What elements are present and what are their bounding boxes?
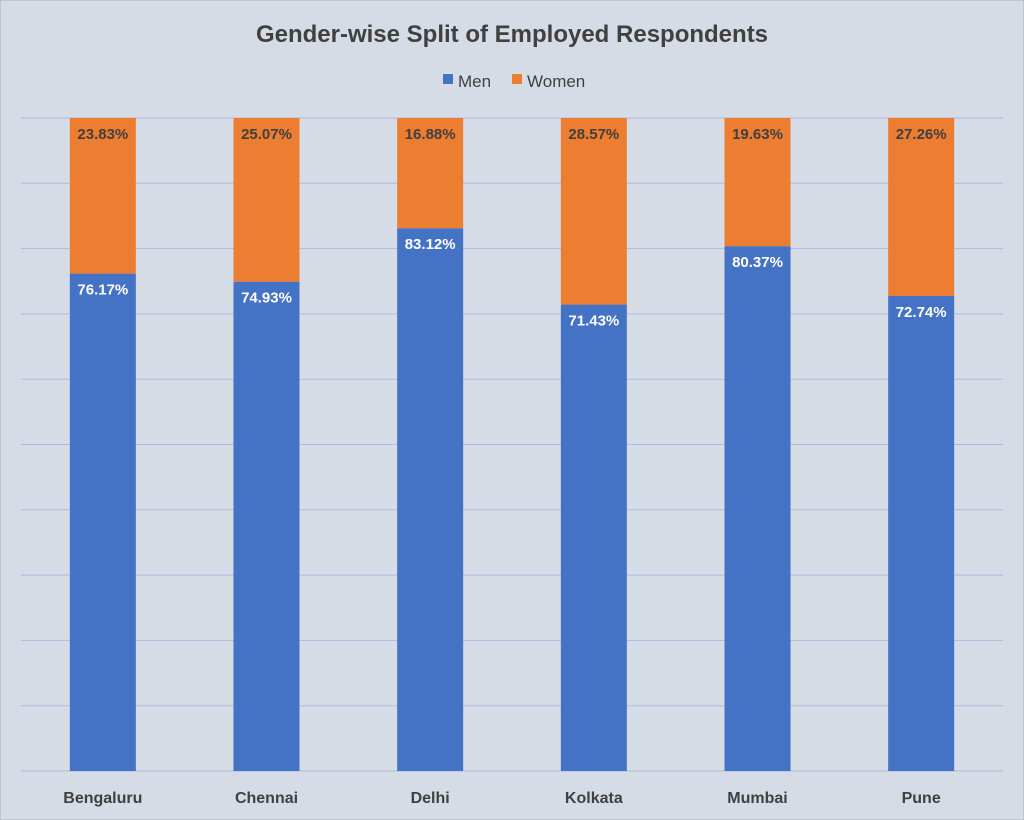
bar-men-mumbai	[724, 246, 791, 771]
x-axis: Bengaluru Chennai Delhi Kolkata Mumbai Pune	[63, 790, 941, 807]
bar-men-delhi	[397, 228, 464, 772]
legend-swatch-women	[512, 74, 522, 84]
x-tick-label-kolkata: Kolkata	[565, 790, 623, 807]
data-label-men-mumbai: 80.37%	[732, 254, 783, 271]
bar-women-pune	[888, 118, 955, 297]
data-label-men-bengaluru: 76.17%	[77, 282, 128, 299]
x-tick-label-mumbai: Mumbai	[727, 790, 787, 807]
data-label-women-chennai: 25.07%	[241, 126, 292, 143]
legend-swatch-men	[443, 74, 453, 84]
legend-label-women: Women	[527, 72, 585, 91]
data-label-women-bengaluru: 23.83%	[77, 126, 128, 143]
legend: Men Women	[443, 72, 585, 91]
legend-label-men: Men	[458, 72, 491, 91]
bar-men-chennai	[233, 281, 300, 771]
x-tick-label-delhi: Delhi	[411, 790, 450, 807]
data-label-women-kolkata: 28.57%	[568, 126, 619, 143]
gridlines	[21, 117, 1003, 772]
data-label-men-kolkata: 71.43%	[568, 313, 619, 330]
data-label-women-pune: 27.26%	[896, 126, 947, 143]
data-label-men-chennai: 74.93%	[241, 290, 292, 307]
x-tick-label-pune: Pune	[902, 790, 941, 807]
bar-women-mumbai	[724, 118, 791, 247]
data-label-women-delhi: 16.88%	[405, 126, 456, 143]
bar-women-bengaluru	[69, 118, 136, 274]
x-tick-label-chennai: Chennai	[235, 790, 298, 807]
bars	[69, 118, 955, 772]
bar-women-kolkata	[560, 118, 627, 305]
data-labels: 76.17% 23.83% 74.93% 25.07% 83.12% 16.88% 71.4…	[77, 126, 946, 330]
chart-title: Gender-wise Split of Employed Respondent…	[256, 21, 768, 48]
data-label-women-mumbai: 19.63%	[732, 126, 783, 143]
bar-men-bengaluru	[69, 273, 136, 771]
x-tick-label-bengaluru: Bengaluru	[63, 790, 142, 807]
bar-women-chennai	[233, 118, 300, 282]
bar-women-delhi	[397, 118, 464, 229]
data-label-men-pune: 72.74%	[896, 304, 947, 321]
data-label-men-delhi: 83.12%	[405, 236, 456, 253]
bar-men-pune	[888, 296, 955, 771]
bar-men-kolkata	[560, 304, 627, 771]
